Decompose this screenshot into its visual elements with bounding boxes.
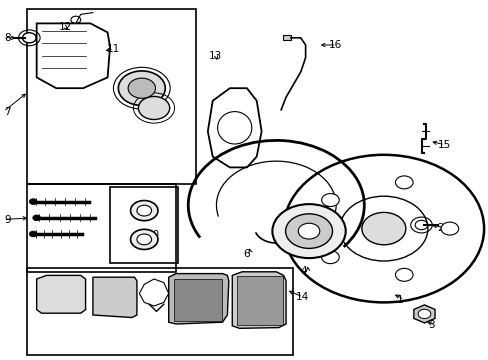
Circle shape xyxy=(440,222,458,235)
Text: 1: 1 xyxy=(396,294,403,305)
Circle shape xyxy=(298,223,319,239)
Polygon shape xyxy=(232,272,285,328)
Circle shape xyxy=(395,176,412,189)
Text: 8: 8 xyxy=(4,33,11,43)
Text: 10: 10 xyxy=(146,230,160,240)
Text: 9: 9 xyxy=(4,215,11,225)
Text: 4: 4 xyxy=(300,266,307,276)
Circle shape xyxy=(321,194,339,207)
Circle shape xyxy=(118,71,165,105)
Circle shape xyxy=(71,16,81,23)
Text: 7: 7 xyxy=(4,107,11,117)
Circle shape xyxy=(414,220,427,230)
Polygon shape xyxy=(168,274,228,324)
Text: 3: 3 xyxy=(427,320,434,330)
Circle shape xyxy=(29,199,37,204)
Text: 13: 13 xyxy=(208,51,222,61)
Circle shape xyxy=(128,78,155,98)
Text: 6: 6 xyxy=(243,249,250,259)
Circle shape xyxy=(22,33,36,43)
Circle shape xyxy=(395,268,412,281)
Bar xyxy=(110,187,178,263)
Text: 16: 16 xyxy=(328,40,342,50)
Circle shape xyxy=(33,215,41,221)
Text: 5: 5 xyxy=(327,197,334,207)
Circle shape xyxy=(417,309,430,319)
Text: 12: 12 xyxy=(59,22,72,32)
Text: 2: 2 xyxy=(437,222,444,233)
Circle shape xyxy=(321,251,339,264)
Circle shape xyxy=(138,96,169,120)
Text: 11: 11 xyxy=(106,44,120,54)
Circle shape xyxy=(130,229,158,249)
Circle shape xyxy=(311,211,321,218)
Polygon shape xyxy=(413,305,434,323)
Polygon shape xyxy=(173,279,222,321)
Text: 15: 15 xyxy=(437,140,450,150)
Circle shape xyxy=(130,201,158,221)
Bar xyxy=(27,184,176,272)
Circle shape xyxy=(137,234,151,245)
Polygon shape xyxy=(237,276,282,325)
Polygon shape xyxy=(37,275,85,313)
Bar xyxy=(27,9,195,184)
Circle shape xyxy=(272,204,345,258)
Circle shape xyxy=(361,212,405,245)
Circle shape xyxy=(285,214,332,248)
Polygon shape xyxy=(93,277,137,318)
Circle shape xyxy=(137,205,151,216)
Bar xyxy=(282,35,291,40)
Circle shape xyxy=(29,231,37,237)
Bar xyxy=(27,268,293,355)
Text: 14: 14 xyxy=(295,292,308,302)
